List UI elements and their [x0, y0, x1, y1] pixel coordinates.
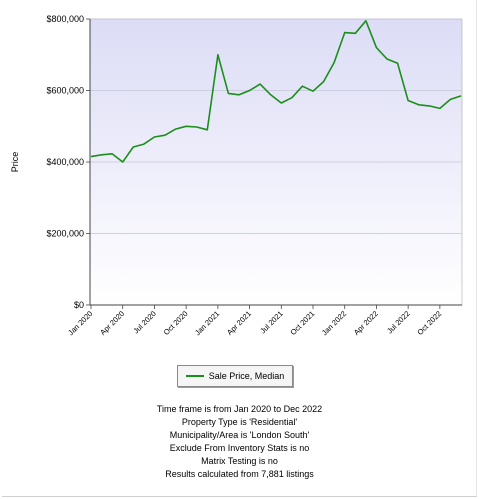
x-tick-label: Apr 2022 [352, 309, 380, 337]
x-tick-label: Jul 2022 [385, 309, 411, 335]
y-tick-label: $800,000 [46, 14, 84, 24]
report-notes: Time frame is from Jan 2020 to Dec 2022 … [0, 403, 479, 481]
note-inventory: Exclude From Inventory Stats is no [169, 443, 310, 453]
y-tick-label: $0 [74, 300, 84, 310]
x-tick-label: Oct 2022 [415, 309, 443, 337]
y-tick-labels: $0 $200,000 $400,000 $600,000 $800,000 [46, 14, 84, 310]
chart-legend: Sale Price, Median [177, 365, 293, 387]
note-area: Municipality/Area is 'London South' [169, 430, 310, 440]
note-timeframe: Time frame is from Jan 2020 to Dec 2022 [156, 404, 323, 414]
x-tick-label: Oct 2021 [289, 309, 317, 337]
legend-swatch [185, 375, 204, 377]
x-tick-label: Jan 2022 [320, 309, 348, 337]
x-tick-label: Oct 2020 [162, 309, 190, 337]
series-lines [90, 19, 462, 163]
x-tick-label: Jan 2021 [193, 309, 221, 337]
y-tick-label: $600,000 [46, 86, 84, 96]
price-chart: $0 $200,000 $400,000 $600,000 $800,000 Jan 2… [10, 14, 463, 337]
note-property-type: Property Type is 'Residential' [181, 417, 298, 427]
x-tick-label: Jul 2021 [258, 309, 284, 335]
x-tick-label: Jul 2020 [131, 309, 157, 335]
legend-label: Sale Price, Median [208, 371, 285, 381]
y-axis-label: Price [10, 152, 20, 173]
grid-lines [90, 18, 462, 234]
axes [86, 18, 462, 309]
x-tick-label: Apr 2021 [225, 309, 253, 337]
x-tick-label: Jan 2020 [66, 309, 94, 337]
note-matrix: Matrix Testing is no [201, 456, 278, 466]
series-line-sale-price-median [90, 19, 462, 163]
x-tick-label: Apr 2020 [98, 309, 126, 337]
y-tick-label: $200,000 [46, 229, 84, 239]
note-results: Results calculated from 7,881 listings [165, 469, 314, 479]
x-tick-labels: Jan 2020 Apr 2020 Jul 2020 Oct 2020 Jan 2021… [66, 309, 443, 337]
y-tick-label: $400,000 [46, 157, 84, 167]
